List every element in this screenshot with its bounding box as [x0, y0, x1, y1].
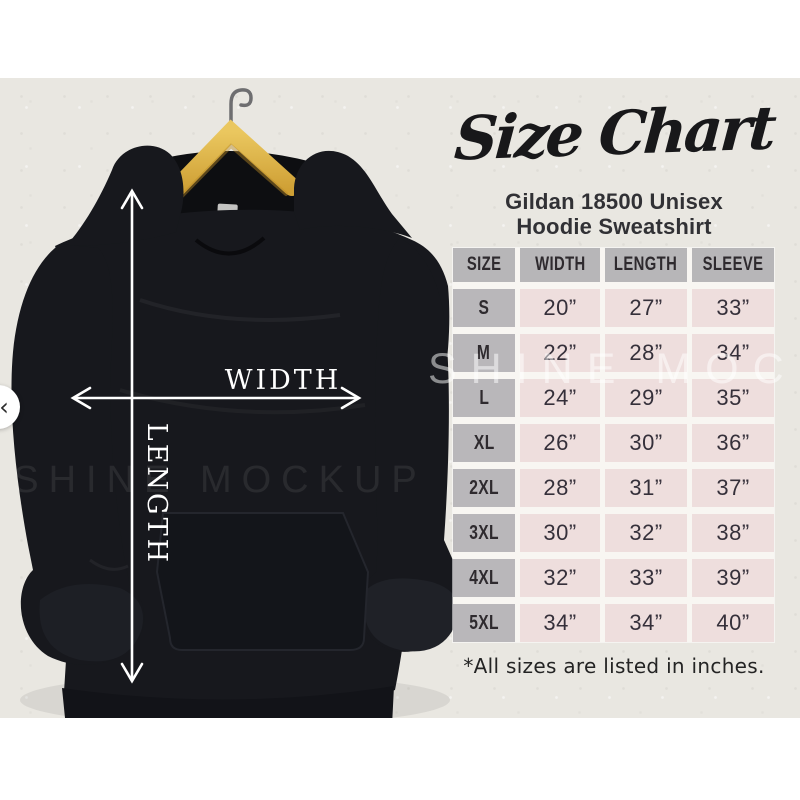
width-cell-s: 20”: [520, 289, 600, 327]
sleeve-cell-s: 33”: [692, 289, 774, 327]
watermark-left: SHINE MOCKUP: [13, 459, 426, 501]
hoodie-mockup-graphic: SHINE MOCKUP WIDTH LENGTH: [11, 88, 463, 718]
hanger-hook: [229, 88, 253, 126]
sleeve-cell-5xl: 40”: [692, 604, 774, 642]
size-cell-xl: XL: [453, 424, 515, 462]
width-cell-l: 24”: [520, 379, 600, 417]
width-cell-3xl: 30”: [520, 514, 600, 552]
subtitle-line-1: Gildan 18500 Unisex: [505, 189, 723, 214]
size-cell-m: M: [453, 334, 515, 372]
length-cell-2xl: 31”: [605, 469, 687, 507]
chevron-left-icon: ‹: [0, 393, 9, 421]
sleeve-cell-3xl: 38”: [692, 514, 774, 552]
width-cell-4xl: 32”: [520, 559, 600, 597]
width-cell-m: 22”: [520, 334, 600, 372]
width-label: WIDTH: [225, 365, 342, 396]
size-cell-5xl: 5XL: [453, 604, 515, 642]
subtitle-line-2: Hoodie Sweatshirt: [516, 214, 712, 239]
size-cell-s: S: [453, 289, 515, 327]
length-cell-s: 27”: [605, 289, 687, 327]
sizes-footnote: *All sizes are listed in inches.: [463, 654, 765, 678]
length-cell-xl: 30”: [605, 424, 687, 462]
column-header-sleeve: SLEEVE: [692, 248, 774, 282]
sleeve-cell-l: 35”: [692, 379, 774, 417]
size-cell-3xl: 3XL: [453, 514, 515, 552]
size-chart-table: SIZE WIDTH LENGTH SLEEVE S 20” 27” 33” M…: [453, 248, 774, 642]
length-cell-3xl: 32”: [605, 514, 687, 552]
length-cell-4xl: 33”: [605, 559, 687, 597]
sleeve-cell-4xl: 39”: [692, 559, 774, 597]
column-header-width: WIDTH: [520, 248, 600, 282]
kangaroo-pocket: [155, 512, 370, 651]
column-header-length: LENGTH: [605, 248, 687, 282]
carousel-prev-button[interactable]: ‹: [0, 385, 20, 429]
size-cell-4xl: 4XL: [453, 559, 515, 597]
hoodie-photo: [11, 145, 463, 718]
product-subtitle: Gildan 18500 Unisex Hoodie Sweatshirt: [436, 189, 792, 239]
width-arrow: [70, 386, 362, 410]
width-cell-2xl: 28”: [520, 469, 600, 507]
sleeve-cell-xl: 36”: [692, 424, 774, 462]
sleeve-cell-m: 34”: [692, 334, 774, 372]
size-chart-title: Size Chart: [452, 93, 776, 175]
length-cell-5xl: 34”: [605, 604, 687, 642]
column-header-size: SIZE: [453, 248, 515, 282]
width-cell-xl: 26”: [520, 424, 600, 462]
length-cell-l: 29”: [605, 379, 687, 417]
width-cell-5xl: 34”: [520, 604, 600, 642]
size-cell-l: L: [453, 379, 515, 417]
size-cell-2xl: 2XL: [453, 469, 515, 507]
length-cell-m: 28”: [605, 334, 687, 372]
length-arrow: [120, 188, 144, 684]
length-label: LENGTH: [141, 423, 172, 565]
hanger-wood: [167, 119, 301, 198]
hem-band: [62, 686, 394, 718]
hanger-wood-edge: [180, 143, 288, 198]
sleeve-cell-2xl: 37”: [692, 469, 774, 507]
